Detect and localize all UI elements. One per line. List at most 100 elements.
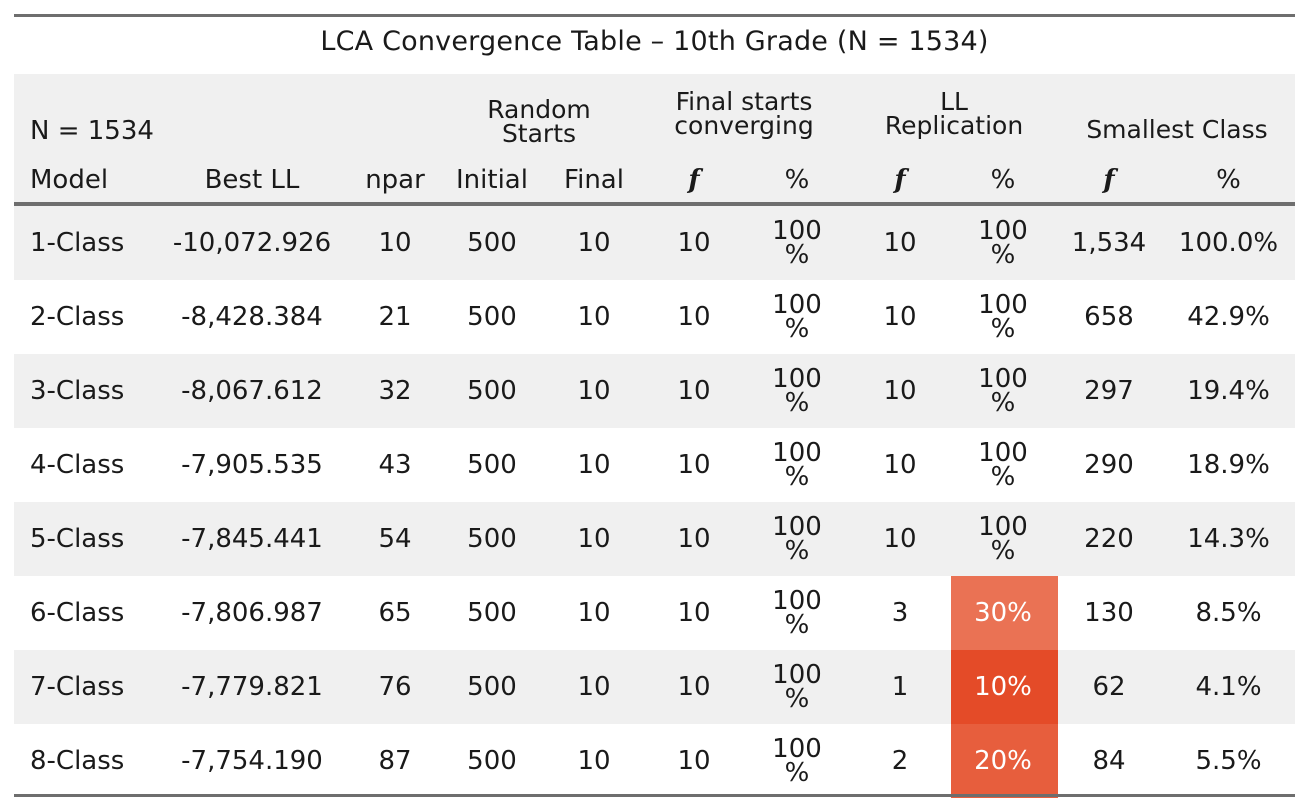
npar-cell: 76 (378, 672, 412, 702)
rep-f-cell: 2 (891, 746, 909, 776)
table-row: 1-Class -10,072.926 10 500 10 10 100% 10 100% 1,5… (14, 206, 1295, 280)
small-pct-cell: 18.9% (1187, 450, 1270, 480)
final-cell: 10 (577, 302, 611, 332)
rep-pct-cell: 100% (978, 438, 1028, 492)
col-final-header: Final (564, 165, 624, 195)
best-ll-cell: -7,806.987 (181, 598, 323, 628)
col-best-ll-header: Best LL (204, 165, 300, 195)
rep-pct-cell: 100% (978, 216, 1028, 270)
initial-cell: 500 (467, 376, 517, 406)
small-pct-cell: 100.0% (1178, 228, 1279, 258)
conv-f-cell: 10 (677, 672, 711, 702)
final-cell: 10 (577, 598, 611, 628)
small-pct-cell: 8.5% (1195, 598, 1262, 628)
initial-cell: 500 (467, 672, 517, 702)
model-cell: 2-Class (30, 302, 125, 332)
replication-heat-fill (951, 576, 1058, 650)
col-initial-header: Initial (456, 165, 528, 195)
model-cell: 8-Class (30, 746, 125, 776)
conv-pct-cell: 100% (772, 438, 822, 492)
small-f-cell: 220 (1084, 524, 1134, 554)
conv-f-cell: 10 (677, 746, 711, 776)
initial-cell: 500 (467, 228, 517, 258)
ll-replication-header: LL Replication (884, 87, 1024, 140)
final-cell: 10 (577, 376, 611, 406)
npar-cell: 87 (378, 746, 412, 776)
model-cell: 3-Class (30, 376, 125, 406)
table-row: 5-Class -7,845.441 54 500 10 10 100% 10 100% 220 1… (14, 502, 1295, 576)
final-cell: 10 (577, 746, 611, 776)
conv-pct-cell: 100% (772, 512, 822, 566)
rep-pct-cell: 10% (974, 672, 1032, 702)
rep-pct-cell: 100% (978, 364, 1028, 418)
npar-cell: 43 (378, 450, 412, 480)
npar-cell: 21 (378, 302, 412, 332)
initial-cell: 500 (467, 598, 517, 628)
small-pct-cell: 5.5% (1195, 746, 1262, 776)
table-top-rule (14, 14, 1295, 17)
small-f-cell: 84 (1092, 746, 1126, 776)
table-row: 4-Class -7,905.535 43 500 10 10 100% 10 100% 290 1… (14, 428, 1295, 502)
conv-f-cell: 10 (677, 302, 711, 332)
rep-pct-cell: 20% (974, 746, 1032, 776)
conv-pct-cell: 100% (772, 586, 822, 640)
col-npar-header: npar (365, 165, 425, 195)
initial-cell: 500 (467, 302, 517, 332)
best-ll-cell: -10,072.926 (172, 228, 332, 258)
rep-f-cell: 10 (883, 302, 917, 332)
best-ll-cell: -8,067.612 (181, 376, 323, 406)
table-row: 2-Class -8,428.384 21 500 10 10 100% 10 100% 658 4… (14, 280, 1295, 354)
table-row: 7-Class -7,779.821 76 500 10 10 100% 1 10% 62 4.1% (14, 650, 1295, 724)
rep-f-cell: 10 (883, 450, 917, 480)
conv-f-cell: 10 (677, 598, 711, 628)
best-ll-cell: -8,428.384 (181, 302, 323, 332)
replication-heat-fill (951, 650, 1058, 724)
best-ll-cell: -7,905.535 (181, 450, 323, 480)
small-f-cell: 1,534 (1071, 228, 1147, 258)
col-small-pct-header: % (1216, 165, 1241, 195)
npar-cell: 65 (378, 598, 412, 628)
table-row: 8-Class -7,754.190 87 500 10 10 100% 2 20% 84 5.5% (14, 724, 1295, 798)
model-cell: 6-Class (30, 598, 125, 628)
final-starts-converging-header: Final starts converging (674, 87, 814, 140)
small-f-cell: 62 (1092, 672, 1126, 702)
col-rep-f-header: f (894, 165, 906, 195)
final-cell: 10 (577, 672, 611, 702)
random-starts-header: Random Starts (487, 95, 591, 148)
n-label: N = 1534 (30, 116, 154, 146)
table-row: 3-Class -8,067.612 32 500 10 10 100% 10 100% 297 1… (14, 354, 1295, 428)
header-band (14, 74, 1295, 202)
conv-pct-cell: 100% (772, 216, 822, 270)
conv-f-cell: 10 (677, 228, 711, 258)
table-title: LCA Convergence Table – 10th Grade (N = … (320, 26, 989, 57)
smallest-class-header: Smallest Class (1086, 115, 1268, 144)
conv-pct-cell: 100% (772, 290, 822, 344)
replication-heat-fill (951, 724, 1058, 798)
conv-f-cell: 10 (677, 376, 711, 406)
rep-f-cell: 10 (883, 376, 917, 406)
header-bottom-rule (14, 202, 1295, 206)
conv-pct-cell: 100% (772, 734, 822, 788)
model-cell: 7-Class (30, 672, 125, 702)
col-rep-pct-header: % (990, 165, 1016, 195)
best-ll-cell: -7,845.441 (181, 524, 323, 554)
initial-cell: 500 (467, 746, 517, 776)
npar-cell: 10 (378, 228, 412, 258)
rep-f-cell: 10 (883, 228, 917, 258)
rep-pct-cell: 100% (978, 290, 1028, 344)
col-conv-pct-header: % (784, 165, 810, 195)
small-pct-cell: 4.1% (1195, 672, 1262, 702)
table-bottom-rule (14, 794, 1295, 797)
small-pct-cell: 42.9% (1187, 302, 1270, 332)
col-conv-f-header: f (688, 165, 700, 195)
rep-f-cell: 1 (891, 672, 909, 702)
small-pct-cell: 14.3% (1187, 524, 1270, 554)
initial-cell: 500 (467, 524, 517, 554)
final-cell: 10 (577, 450, 611, 480)
conv-f-cell: 10 (677, 450, 711, 480)
model-cell: 4-Class (30, 450, 125, 480)
col-model-header: Model (30, 165, 109, 195)
rep-f-cell: 10 (883, 524, 917, 554)
conv-f-cell: 10 (677, 524, 711, 554)
small-f-cell: 297 (1084, 376, 1134, 406)
